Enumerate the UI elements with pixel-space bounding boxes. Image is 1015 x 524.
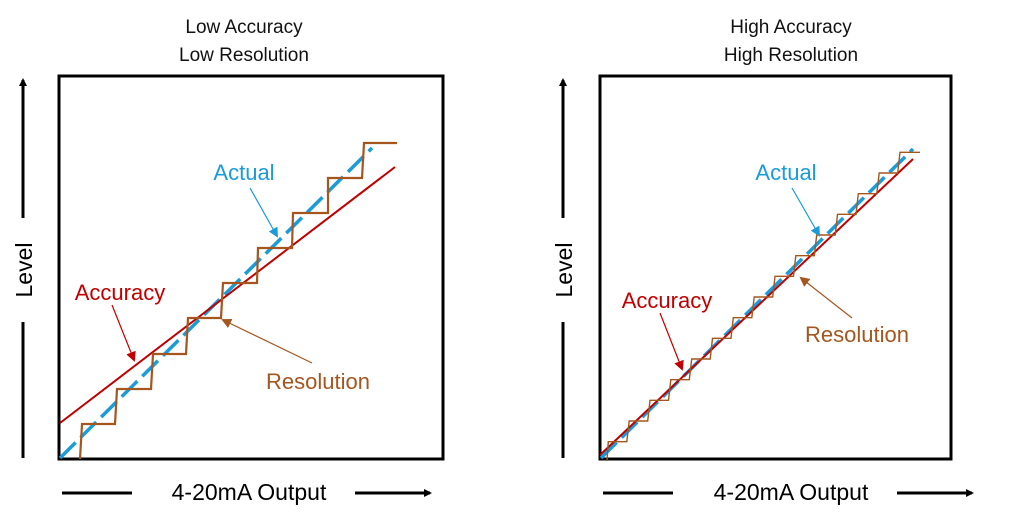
accuracy-label: Accuracy [622,288,712,313]
plot-frame [598,74,953,461]
actual-arrow [249,187,278,238]
panel-title-line1: Low Accuracy [185,17,303,38]
accuracy-label: Accuracy [75,280,165,305]
panel-title-line2: Low Resolution [179,45,309,66]
resolution-label: Resolution [266,369,370,394]
accuracy-line [599,158,914,456]
actual-line [599,147,915,460]
x-axis-label: 4-20mA Output [172,479,327,505]
accuracy-line [59,166,396,424]
resolution-staircase [78,141,397,460]
accuracy-arrow [659,312,684,371]
resolution-arrow [799,276,853,319]
panel-title-line1: High Accuracy [730,17,852,38]
actual-label: Actual [213,160,274,185]
x-axis-label: 4-20mA Output [714,479,869,505]
y-axis-label: Level [11,243,37,298]
resolution-staircase [606,151,920,462]
resolution-label: Resolution [805,322,909,347]
actual-label: Actual [755,160,816,185]
panel-high-accuracy: High Accuracy High Resolution Actual Acc… [551,17,974,505]
accuracy-arrow [111,304,136,362]
actual-arrow [791,187,820,237]
resolution-arrow [221,318,313,364]
panel-low-accuracy: Low Accuracy Low Resolution Actual Accur… [11,17,445,505]
y-axis-label: Level [551,243,577,298]
panel-title-line2: High Resolution [724,45,858,66]
plot-frame [57,74,445,461]
